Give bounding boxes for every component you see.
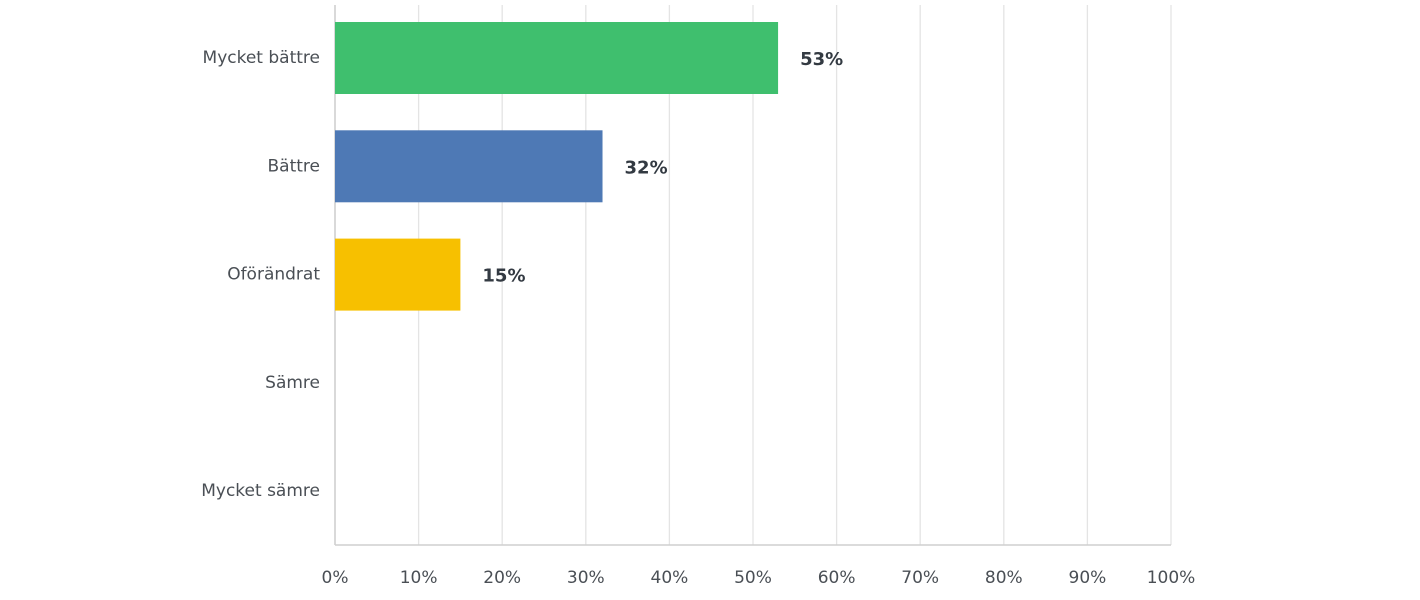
x-tick-label: 70% xyxy=(901,568,939,588)
value-label: 32% xyxy=(625,157,668,178)
x-tick-label: 90% xyxy=(1069,568,1107,588)
y-tick-label: Bättre xyxy=(268,156,321,176)
x-tick-label: 0% xyxy=(322,568,349,588)
y-tick-label: Sämre xyxy=(265,373,320,393)
y-tick-label: Mycket bättre xyxy=(203,48,320,68)
x-tick-label: 20% xyxy=(483,568,521,588)
bar xyxy=(335,22,779,94)
bar xyxy=(335,130,603,203)
y-tick-label: Mycket sämre xyxy=(201,481,320,501)
x-tick-label: 100% xyxy=(1147,568,1196,588)
value-label: 53% xyxy=(800,49,843,70)
x-tick-label: 60% xyxy=(818,568,856,588)
x-tick-label: 50% xyxy=(734,568,772,588)
x-tick-label: 30% xyxy=(567,568,605,588)
y-tick-label: Oförändrat xyxy=(227,265,320,285)
x-tick-label: 80% xyxy=(985,568,1023,588)
value-label: 15% xyxy=(482,266,525,287)
bar xyxy=(335,238,461,311)
x-tick-label: 10% xyxy=(400,568,438,588)
x-tick-label: 40% xyxy=(651,568,689,588)
